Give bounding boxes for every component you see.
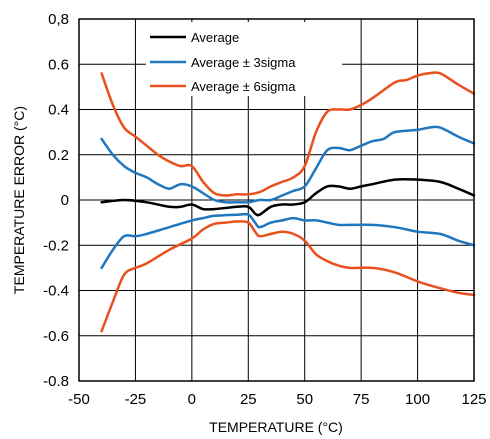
series-lines [100,71,476,333]
legend-label-6sigma: Average ± 6sigma [191,79,296,94]
series-line-2 [100,212,476,270]
y-tick-label: 0.2 [48,147,69,164]
y-tick-labels: -0.8 -0.6 -0.4 -0.2 0 0.2 0.4 0.6 0,8 [43,11,69,390]
x-tick-label: 100 [405,391,430,408]
x-tick-label: -25 [125,391,147,408]
y-tick-label: 0 [61,192,69,209]
y-tick-label: 0.6 [48,56,69,73]
x-tick-labels: -50 -25 0 25 50 75 100 125 [68,391,486,408]
y-tick-label: -0.2 [43,237,69,254]
plot-frame [78,18,475,382]
legend-background [146,22,342,96]
y-axis-title: TEMPERATURE ERROR (°C) [11,106,27,294]
x-tick-label: 0 [188,391,196,408]
y-tick-label: -0.8 [43,373,69,390]
y-tick-label: 0.4 [48,102,69,119]
x-tick-label: 50 [296,391,313,408]
series-line-0 [100,177,476,217]
x-axis-title: TEMPERATURE (°C) [209,419,343,435]
legend: Average Average ± 3sigma Average ± 6sigm… [146,22,342,96]
x-tick-label: 25 [240,391,257,408]
x-tick-label: 125 [461,391,486,408]
series-line-4 [100,220,476,333]
legend-label-average: Average [191,30,239,45]
legend-label-3sigma: Average ± 3sigma [191,55,296,70]
y-tick-label: -0.6 [43,328,69,345]
series-line-3 [100,71,476,197]
x-tick-label: -50 [68,391,90,408]
y-tick-label: 0,8 [48,11,69,28]
series-line-1 [100,125,476,204]
x-tick-label: 75 [353,391,370,408]
y-tick-label: -0.4 [43,283,69,300]
